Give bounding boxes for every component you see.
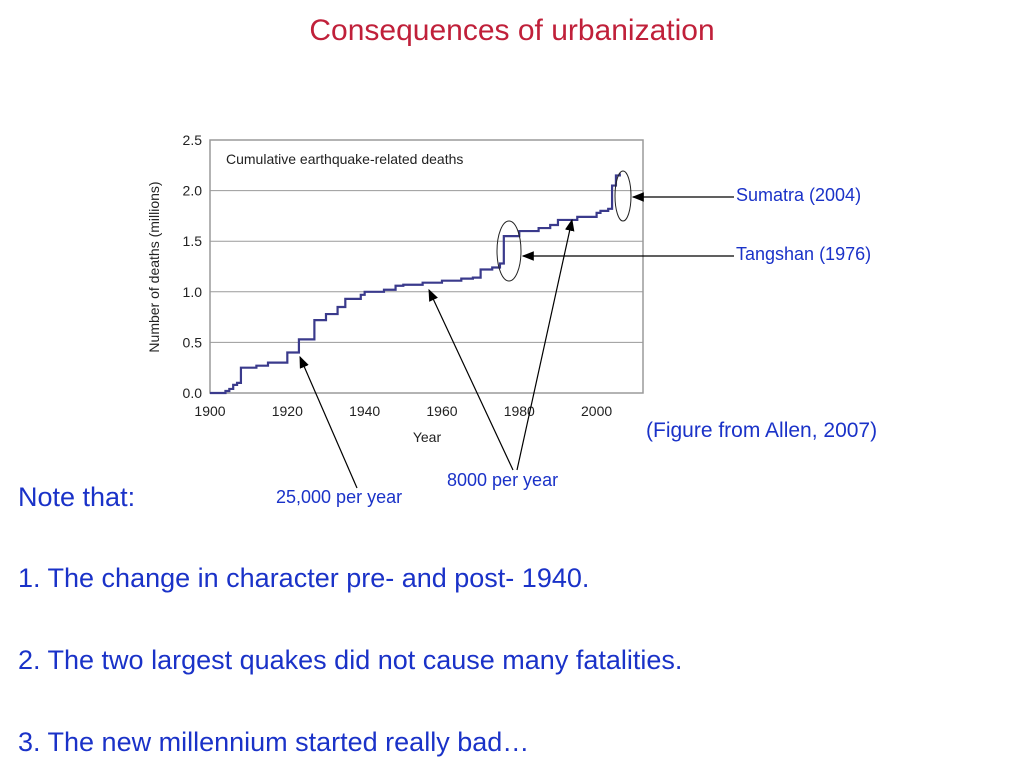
rate-late-arrow-1 [428,288,514,471]
y-tick-label: 0.0 [183,385,203,401]
rate-early-label: 25,000 per year [276,487,403,507]
rate-late-arrow-2 [516,218,575,471]
x-tick-label: 2000 [581,403,612,419]
y-tick-label: 1.0 [183,284,203,300]
y-axis-label: Number of deaths (millions) [146,181,162,352]
x-tick-label: 1900 [194,403,225,419]
sumatra-ellipse [614,170,632,222]
plot-area [209,139,644,394]
rate-late-label: 8000 per year [447,470,559,490]
figure-source-note: (Figure from Allen, 2007) [646,419,878,442]
note-point-2: 2. The two largest quakes did not cause … [18,645,683,675]
sumatra-label: Sumatra (2004) [736,185,862,205]
x-tick-label: 1960 [426,403,457,419]
x-tick-label: 1980 [504,403,535,419]
grid-lines [210,190,643,343]
y-tick-label: 2.5 [183,132,203,148]
tangshan-label: Tangshan (1976) [736,244,872,264]
tangshan-ellipse [496,220,522,282]
y-tick-label: 2.0 [183,183,203,199]
y-tick-label: 1.5 [183,233,203,249]
x-tick-label: 1940 [349,403,380,419]
x-tick-label: 1920 [272,403,303,419]
chart-title: Cumulative earthquake-related deaths [226,151,463,167]
x-axis-label: Year [413,429,442,445]
cumulative-deaths-line [210,173,621,395]
y-tick-labels: 0.0 0.5 1.0 1.5 2.0 2.5 [183,132,203,401]
x-tick-labels: 1900 1920 1940 1960 1980 2000 [194,403,612,419]
rate-early-arrow [299,355,358,489]
y-tick-label: 0.5 [183,334,203,350]
note-heading: Note that: [18,482,136,512]
slide-title: Consequences of urbanization [309,14,715,47]
note-point-3: 3. The new millennium started really bad… [18,727,530,757]
note-point-1: 1. The change in character pre- and post… [18,563,590,593]
